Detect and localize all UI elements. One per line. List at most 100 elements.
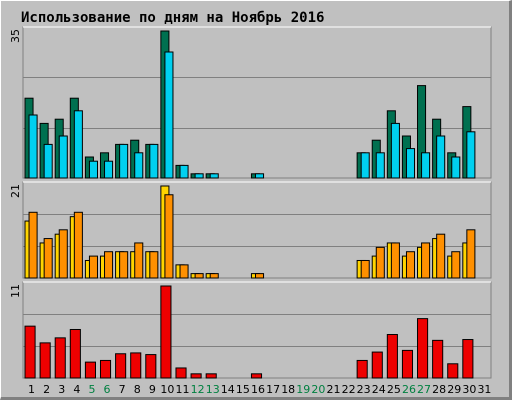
panel-top: 35 <box>9 26 492 179</box>
bar-bottom-s1-day-23 <box>356 359 368 379</box>
bar-bottom-s1-day-2 <box>39 342 51 379</box>
day-label-27: 27 <box>417 383 431 396</box>
bar-top-s2-day-25 <box>390 122 400 179</box>
bar-bottom-s1-day-5 <box>84 361 96 379</box>
panel-middle: 21 <box>9 181 492 279</box>
bar-bottom-s1-day-16 <box>250 373 263 379</box>
day-label-11: 11 <box>176 383 190 396</box>
day-label-22: 22 <box>342 383 356 396</box>
bar-top-s2-day-12 <box>194 173 204 179</box>
bar-middle-s2-day-4 <box>73 211 83 279</box>
bar-top-s2-day-4 <box>73 110 83 179</box>
bar-bottom-s1-day-7 <box>115 353 127 379</box>
bar-top-s2-day-30 <box>466 131 476 179</box>
day-label-15: 15 <box>236 383 250 396</box>
day-label-25: 25 <box>387 383 401 396</box>
bar-middle-s2-day-26 <box>405 251 416 279</box>
day-label-9: 9 <box>149 383 156 396</box>
chart-panels: 35 21 11 <box>9 26 492 379</box>
bar-top-s2-day-16 <box>255 173 265 179</box>
bar-middle-s2-day-27 <box>421 242 431 279</box>
bar-middle-s2-day-16 <box>255 273 265 279</box>
bar-middle-s2-day-24 <box>375 246 385 279</box>
bar-middle-s2-day-5 <box>88 255 98 279</box>
bar-middle-s2-day-3 <box>58 229 68 279</box>
bar-top-s2-day-11 <box>179 164 189 179</box>
bar-middle-s2-day-8 <box>134 242 144 279</box>
bar-middle-s2-day-7 <box>119 251 129 279</box>
bar-middle-s2-day-28 <box>436 233 446 279</box>
day-label-14: 14 <box>221 383 235 396</box>
day-label-5: 5 <box>88 383 95 396</box>
bar-top-s2-day-9 <box>149 143 159 179</box>
y-axis-max-label: 11 <box>9 284 22 298</box>
day-label-10: 10 <box>160 383 174 396</box>
day-label-19: 19 <box>296 383 310 396</box>
day-label-13: 13 <box>206 383 220 396</box>
bar-bottom-s1-day-12 <box>190 373 202 379</box>
bar-top-s2-day-2 <box>43 143 53 179</box>
y-axis-max-label: 21 <box>9 184 22 198</box>
day-label-16: 16 <box>251 383 265 396</box>
bar-bottom-s1-day-1 <box>24 325 36 379</box>
bar-top-s2-day-28 <box>436 135 446 179</box>
day-label-26: 26 <box>402 383 416 396</box>
bar-bottom-s1-day-25 <box>386 334 398 379</box>
bar-bottom-s1-day-26 <box>401 349 414 379</box>
bar-top-s2-day-13 <box>209 173 219 179</box>
day-label-20: 20 <box>311 383 325 396</box>
bar-bottom-s1-day-28 <box>432 339 444 379</box>
day-label-30: 30 <box>462 383 476 396</box>
bar-bottom-s1-day-13 <box>205 373 217 379</box>
day-label-1: 1 <box>28 383 35 396</box>
bar-middle-s2-day-13 <box>209 273 219 279</box>
bar-bottom-s1-day-30 <box>462 339 474 379</box>
bar-middle-s2-day-25 <box>390 242 400 279</box>
bar-middle-s2-day-29 <box>451 251 461 279</box>
bar-bottom-s1-day-27 <box>417 318 429 379</box>
bar-bottom-s1-day-3 <box>54 337 66 379</box>
bar-top-s2-day-6 <box>104 160 114 179</box>
bar-middle-s2-day-12 <box>194 273 204 279</box>
bar-middle-s2-day-6 <box>104 251 114 279</box>
bar-top-s2-day-24 <box>375 152 385 179</box>
chart-title: Использование по дням на Ноябрь 2016 <box>21 10 324 26</box>
day-label-24: 24 <box>372 383 386 396</box>
bar-bottom-s1-day-4 <box>69 328 81 379</box>
bar-bottom-s1-day-10 <box>160 285 172 379</box>
day-label-28: 28 <box>432 383 446 396</box>
bar-middle-s2-day-11 <box>179 264 189 279</box>
day-label-7: 7 <box>119 383 126 396</box>
bar-middle-s2-day-23 <box>360 259 370 279</box>
bar-bottom-s1-day-11 <box>175 367 187 379</box>
bar-middle-s2-day-2 <box>43 238 53 279</box>
day-label-21: 21 <box>326 383 340 396</box>
bar-top-s2-day-8 <box>134 152 144 179</box>
day-label-18: 18 <box>281 383 295 396</box>
day-label-2: 2 <box>43 383 50 396</box>
bar-middle-s2-day-30 <box>466 229 476 279</box>
day-label-31: 31 <box>477 383 491 396</box>
bar-bottom-s1-day-29 <box>447 363 459 379</box>
bar-top-s2-day-10 <box>164 51 174 179</box>
day-label-6: 6 <box>104 383 111 396</box>
bar-bottom-s1-day-24 <box>371 351 383 379</box>
panel-bottom: 11 <box>9 281 492 379</box>
y-axis-max-label: 35 <box>9 29 22 43</box>
bar-middle-s2-day-10 <box>164 194 174 279</box>
bar-top-s2-day-5 <box>88 160 98 179</box>
bar-middle-s2-day-9 <box>149 251 159 279</box>
bar-top-s2-day-27 <box>421 152 431 179</box>
day-label-29: 29 <box>447 383 461 396</box>
bar-middle-s2-day-1 <box>28 211 38 279</box>
day-label-17: 17 <box>266 383 280 396</box>
bar-top-s2-day-3 <box>58 135 68 179</box>
bar-top-s2-day-23 <box>360 152 370 179</box>
bar-top-s2-day-7 <box>119 143 129 179</box>
day-label-8: 8 <box>134 383 141 396</box>
bar-bottom-s1-day-8 <box>130 352 142 379</box>
bar-bottom-s1-day-9 <box>145 354 157 379</box>
day-label-12: 12 <box>191 383 205 396</box>
